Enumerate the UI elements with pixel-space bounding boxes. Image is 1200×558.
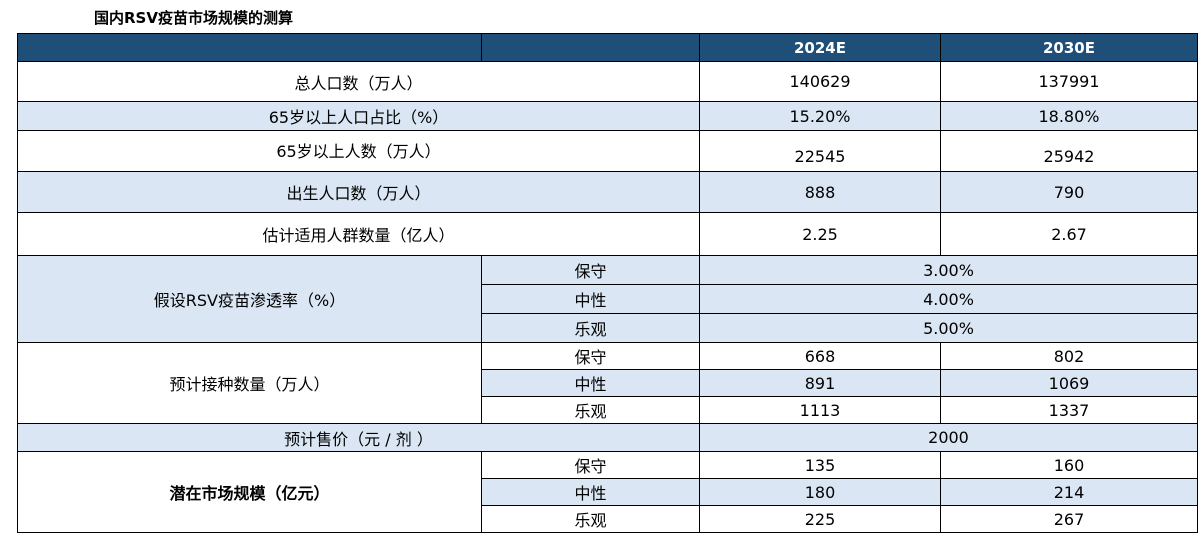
scenario-label: 乐观 [481, 396, 700, 424]
header-cell-2030e: 2030E [940, 33, 1198, 62]
header-row: 2024E 2030E [17, 33, 1198, 62]
cell-2030e: 160 [940, 451, 1198, 479]
cell-2024e: 140629 [699, 61, 941, 102]
row-label-births: 出生人口数（万人） [17, 171, 700, 213]
table-row: 出生人口数（万人） 888 790 [17, 171, 1198, 213]
cell-2030e: 2.67 [940, 212, 1198, 256]
table-row: 总人口数（万人） 140629 137991 [17, 61, 1198, 102]
cell-2030e: 18.80% [940, 101, 1198, 131]
scenario-label: 保守 [481, 451, 700, 479]
scenario-label: 保守 [481, 342, 700, 370]
row-label-65plus-count: 65岁以上人数（万人） [17, 130, 700, 172]
cell-2024e: 22545 [699, 130, 941, 172]
table-row: 估计适用人群数量（亿人） 2.25 2.67 [17, 212, 1198, 256]
cell-2024e: 225 [699, 505, 941, 533]
row-label-total-population: 总人口数（万人） [17, 61, 700, 102]
cell-2030e: 25942 [940, 130, 1198, 172]
row-label-65plus-ratio: 65岁以上人口占比（%） [17, 101, 700, 131]
scenario-label: 中性 [481, 478, 700, 506]
cell-penetration-value: 4.00% [699, 284, 1198, 314]
table-row: 潜在市场规模（亿元） 保守 135 160 [17, 451, 1198, 533]
cell-2024e: 15.20% [699, 101, 941, 131]
row-label-penetration: 假设RSV疫苗渗透率（%） [17, 255, 482, 343]
cell-2024e: 2.25 [699, 212, 941, 256]
cell-penetration-value: 3.00% [699, 255, 1198, 285]
table-row: 65岁以上人口占比（%） 15.20% 18.80% [17, 101, 1198, 131]
cell-2030e: 137991 [940, 61, 1198, 102]
scenario-label: 乐观 [481, 313, 700, 343]
cell-2030e: 790 [940, 171, 1198, 213]
cell-2024e: 135 [699, 451, 941, 479]
table-row: 预计售价（元 / 剂 ） 2000 [17, 423, 1198, 452]
cell-2030e: 214 [940, 478, 1198, 506]
row-label-price: 预计售价（元 / 剂 ） [17, 423, 700, 452]
row-label-market-size: 潜在市场规模（亿元） [17, 451, 482, 533]
header-cell-2024e: 2024E [699, 33, 941, 62]
scenario-label: 保守 [481, 255, 700, 285]
cell-2024e: 668 [699, 342, 941, 370]
scenario-label: 中性 [481, 369, 700, 397]
table-row: 预计接种数量（万人） 保守 668 802 [17, 342, 1198, 424]
scenario-label: 中性 [481, 284, 700, 314]
row-label-target-population: 估计适用人群数量（亿人） [17, 212, 700, 256]
cell-2024e: 1113 [699, 396, 941, 424]
scenario-label: 乐观 [481, 505, 700, 533]
table-row: 乐观 225 267 [18, 505, 1198, 533]
cell-2024e: 180 [699, 478, 941, 506]
cell-2030e: 1337 [940, 396, 1198, 424]
cell-penetration-value: 5.00% [699, 313, 1198, 343]
table-row: 乐观 1113 1337 [18, 396, 1198, 424]
cell-2030e: 802 [940, 342, 1198, 370]
cell-2030e: 1069 [940, 369, 1198, 397]
table-title: 国内RSV疫苗市场规模的测算 [94, 9, 293, 27]
table-row: 假设RSV疫苗渗透率（%） 保守 3.00% [17, 255, 1198, 343]
market-size-table: 2024E 2030E 总人口数（万人） 140629 137991 65岁以上… [17, 33, 1198, 533]
cell-2024e: 888 [699, 171, 941, 213]
cell-price-value: 2000 [699, 423, 1198, 452]
row-label-vaccinations: 预计接种数量（万人） [17, 342, 482, 424]
cell-2024e: 891 [699, 369, 941, 397]
cell-2030e: 267 [940, 505, 1198, 533]
table-row: 65岁以上人数（万人） 22545 25942 [17, 130, 1198, 172]
header-cell-label [17, 33, 482, 62]
header-cell-scenario [481, 33, 700, 62]
